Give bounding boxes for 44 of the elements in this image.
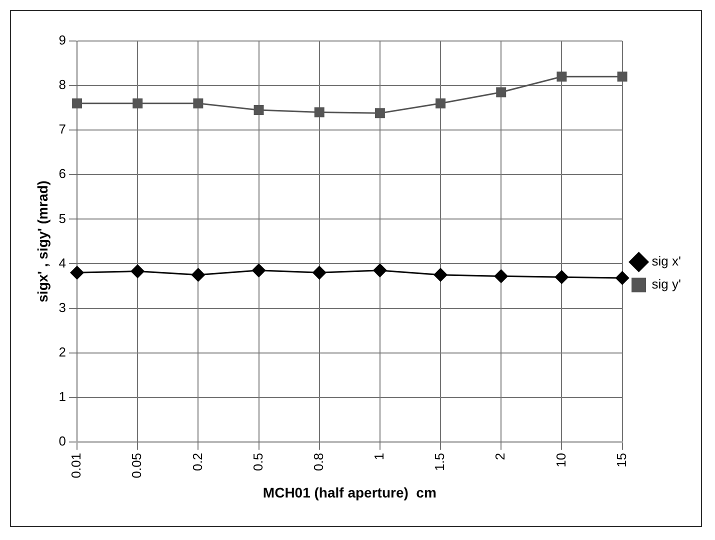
point (314, 107, 324, 118)
y-tick-label: 9 (58, 32, 66, 48)
x-tick-label: 0.01 (68, 452, 84, 478)
x-tick-label: 0.05 (129, 452, 144, 478)
point (252, 264, 266, 278)
x-tick-label: 2 (492, 452, 508, 460)
x-tick-label: 10 (553, 452, 568, 468)
y-tick-label: 2 (58, 344, 66, 360)
y-tick-label: 6 (58, 166, 66, 182)
y-tick-label: 3 (58, 300, 66, 315)
point (70, 266, 84, 280)
y-tick-label: 5 (58, 210, 66, 226)
point (374, 108, 385, 118)
y-tick-label: 0 (58, 433, 66, 448)
x-axis-title: MCH01 (half aperture) cm (262, 484, 436, 500)
legend-label: sig x' (652, 254, 682, 269)
point (436, 98, 446, 108)
point (496, 87, 506, 98)
legend-label: sig y' (652, 276, 682, 292)
point (72, 98, 82, 108)
x-tick-label: 15 (614, 452, 629, 468)
point (130, 264, 144, 278)
x-tick-label: 0.8 (310, 452, 326, 471)
x-tick-label: 1 (372, 452, 387, 460)
x-tick-label: 1.5 (432, 452, 448, 471)
y-tick-label: 8 (58, 77, 66, 92)
point (132, 98, 143, 108)
x-tick-label: 0.5 (250, 452, 266, 471)
point (254, 105, 264, 116)
y-tick-label: 4 (58, 255, 66, 270)
point (191, 268, 205, 282)
y-axis-title: sigx' , sigy' (mrad) (34, 180, 50, 302)
point (616, 271, 630, 285)
point (617, 72, 628, 82)
point (494, 269, 508, 283)
y-tick-label: 7 (58, 122, 66, 137)
point (373, 264, 387, 278)
point (312, 266, 326, 280)
point (556, 72, 567, 82)
y-tick-label: 1 (58, 388, 66, 404)
point (434, 268, 448, 282)
x-tick-label: 0.2 (190, 452, 205, 471)
point (193, 98, 204, 108)
point (554, 270, 568, 284)
